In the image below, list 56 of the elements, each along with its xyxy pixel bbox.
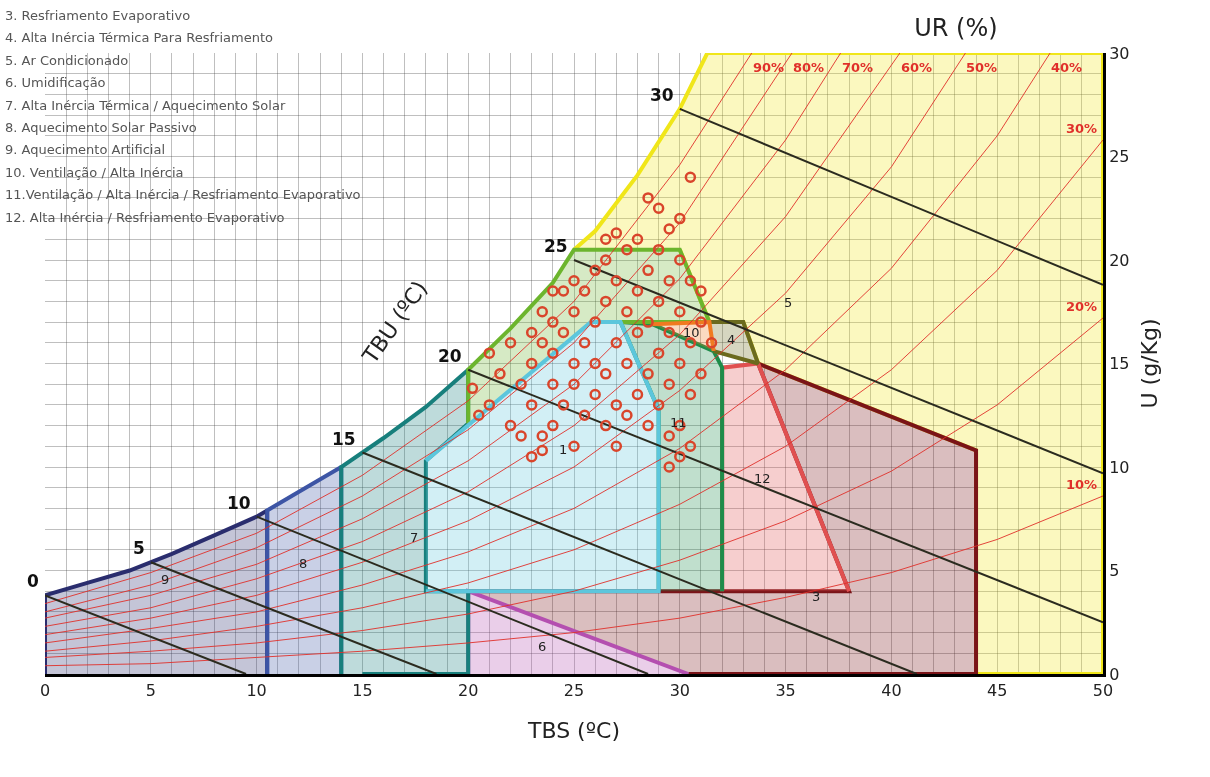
x-tick-label: 25 <box>563 681 585 701</box>
x-tick-label: 20 <box>458 681 479 701</box>
series-label: 80% <box>793 60 825 75</box>
series-label: 10 <box>227 493 251 513</box>
x-tick-label: 5 <box>145 681 156 701</box>
annotation: 10. Ventilação / Alta Inércia <box>5 165 184 180</box>
annotation: 5. Ar Condicionado <box>5 53 129 68</box>
annotation: 8. Aquecimento Solar Passivo <box>5 120 197 135</box>
x-tick-label: 50 <box>1092 681 1114 701</box>
text: 4. Alta Inércia Térmica Para Resfriamento <box>5 30 273 45</box>
x-tick-label: 15 <box>352 681 373 701</box>
y-axis-title: U (g/Kg) <box>1137 318 1163 409</box>
series-label: 70% <box>842 60 874 75</box>
annotation: 11.Ventilação / Alta Inércia / Resfriamento Evaporativo <box>5 187 361 202</box>
series-label: 7 <box>410 530 419 545</box>
series-label: 40% <box>1051 60 1083 75</box>
series-label: 10% <box>1066 477 1098 492</box>
series-label: 30 <box>650 85 674 105</box>
annotation: 12. Alta Inércia / Resfriamento Evaporativo <box>5 210 285 225</box>
series-label: 50% <box>966 60 998 75</box>
x-tick-label: 30 <box>669 681 690 701</box>
y-tick-label: 5 <box>1109 561 1120 581</box>
series-label: 60% <box>901 60 933 75</box>
series-label: 0 <box>27 571 39 591</box>
x-tick-label: 35 <box>775 681 796 701</box>
series-label: 15 <box>332 429 356 449</box>
annotation: 6. Umidificação <box>5 75 106 90</box>
x-tick-label: 40 <box>881 681 902 701</box>
series-label: 5 <box>784 295 793 310</box>
y-tick-label: 25 <box>1109 147 1130 167</box>
x-axis-title: TBS (ºC) <box>527 718 620 744</box>
line-series <box>45 495 1103 667</box>
y-tick-label: 20 <box>1109 250 1130 270</box>
text: 3. Resfriamento Evaporativo <box>5 8 191 23</box>
series-label: 25 <box>544 236 568 256</box>
series-label: 10 <box>683 325 700 340</box>
series-label: 1 <box>559 442 568 457</box>
series-label: 12 <box>754 471 771 486</box>
y-tick-label: 10 <box>1109 457 1130 477</box>
y-tick-label: 0 <box>1109 664 1120 684</box>
series-label: 20 <box>438 346 462 366</box>
x-tick-label: 0 <box>39 681 51 701</box>
series-label: 90% <box>753 60 785 75</box>
annotation: 9. Aquecimento Artificial <box>5 142 166 157</box>
series-label: 6 <box>538 639 547 654</box>
x-tick-label: 45 <box>987 681 1008 701</box>
y-tick-label: 15 <box>1109 354 1130 374</box>
series-label: 3 <box>812 589 821 604</box>
annotation: 7. Alta Inércia Térmica / Aquecimento Solar <box>5 98 286 113</box>
series-label: 30% <box>1066 121 1098 136</box>
series-label: 5 <box>133 538 145 558</box>
x-tick-label: 10 <box>246 681 267 701</box>
series-label: 20% <box>1066 299 1098 314</box>
y-tick-label: 30 <box>1109 43 1130 63</box>
series-label: 4 <box>727 332 736 347</box>
chart-title: UR (%) <box>914 14 998 43</box>
